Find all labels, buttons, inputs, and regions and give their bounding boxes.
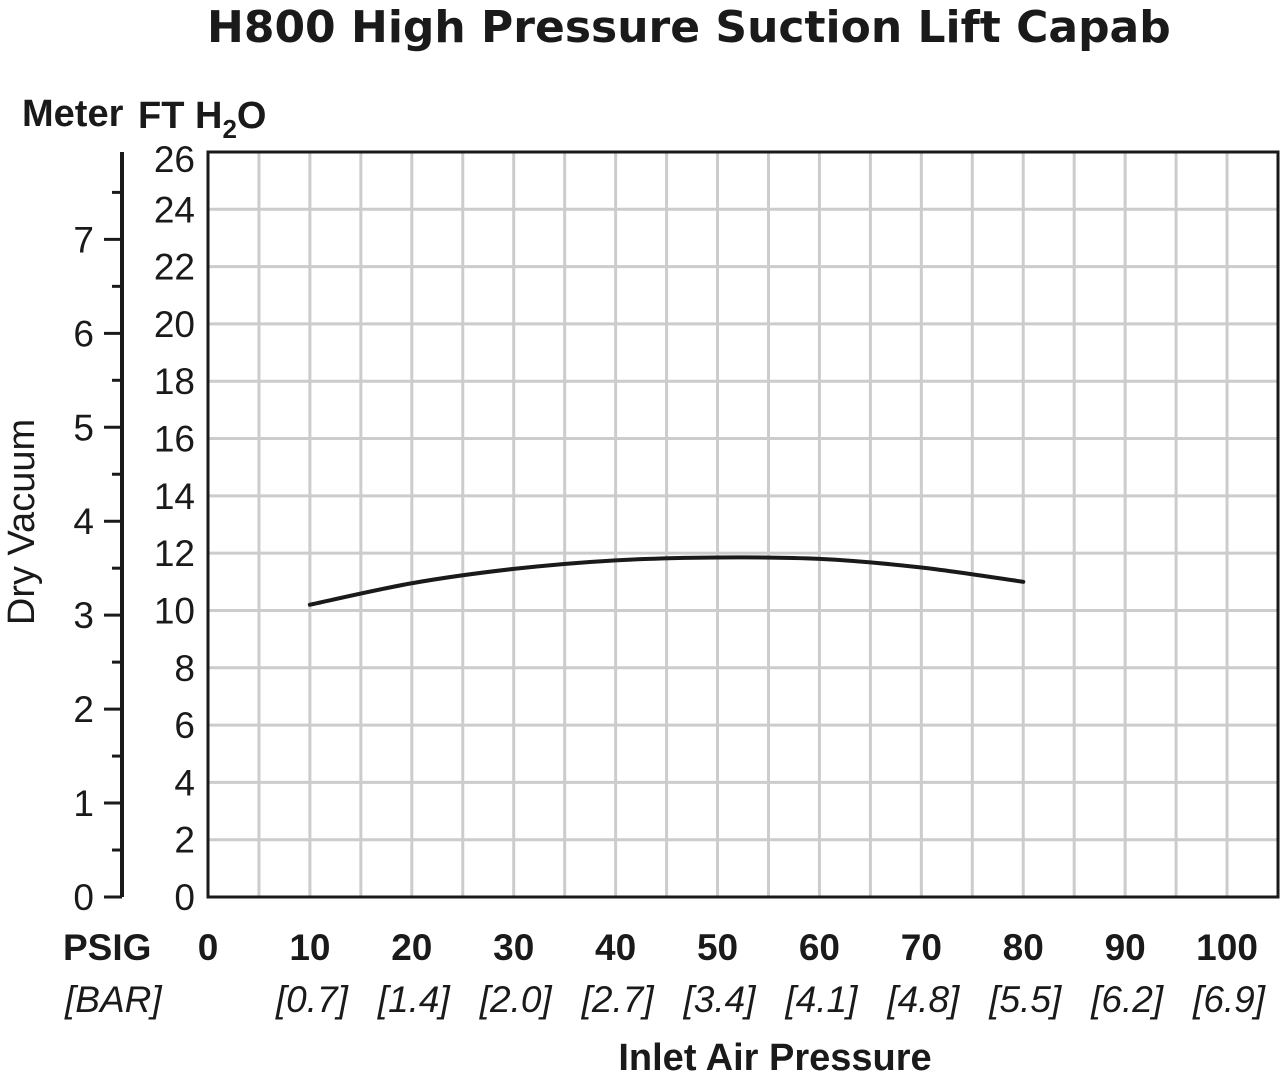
x-alt-tick-label: [5.5]: [988, 979, 1062, 1020]
y-tick-label: 16: [154, 419, 195, 460]
meter-tick-label: 1: [73, 783, 94, 824]
y-unit-labels: Meter FT H2O: [22, 93, 266, 144]
series: [307, 555, 1026, 607]
series-line: [307, 555, 1026, 607]
x-alt-tick-labels: [0.7] [1.4] [2.0] [2.7] [3.4] [4.1] [4.8] [5.5]…: [275, 979, 1266, 1020]
x-alt-tick-label: [4.8]: [886, 979, 960, 1020]
x-tick-label: 80: [1003, 927, 1044, 968]
plot-frame: [206, 150, 1280, 899]
y-tick-label: 22: [154, 247, 195, 288]
grid: [208, 152, 1278, 897]
x-alt-tick-label: [6.9]: [1192, 979, 1266, 1020]
x-tick-label: 70: [901, 927, 942, 968]
y-tick-label: 20: [154, 304, 195, 345]
meter-tick-label: 0: [73, 877, 94, 918]
x-unit-label: PSIG: [63, 927, 151, 968]
meter-tick-label: 4: [73, 501, 94, 542]
x-alt-tick-label: [0.7]: [275, 979, 349, 1020]
y-right-unit-label: FT H2O: [138, 95, 266, 144]
y-right-unit-subscript: 2: [222, 114, 236, 144]
x-tick-label: 50: [697, 927, 738, 968]
meter-tick-label: 7: [73, 219, 94, 260]
y-tick-label: 10: [154, 590, 195, 631]
x-tick-label: 100: [1196, 927, 1258, 968]
y-tick-label: 2: [174, 820, 195, 861]
x-alt-tick-label: [6.2]: [1090, 979, 1164, 1020]
y-tick-label: 18: [154, 361, 195, 402]
y-tick-label: 4: [174, 762, 195, 803]
x-alt-tick-label: [2.7]: [581, 979, 655, 1020]
meter-tick-label: 3: [73, 595, 94, 636]
chart-title: H800 High Pressure Suction Lift Capab: [207, 2, 1171, 53]
x-alt-tick-label: [3.4]: [683, 979, 757, 1020]
meter-axis: 0 1 2 3 4 5 6 7: [73, 152, 124, 918]
y-tick-label: 12: [154, 533, 195, 574]
y-tick-label: 8: [174, 648, 195, 689]
x-axis-title: Inlet Air Pressure: [618, 1037, 931, 1074]
y-tick-label: 24: [154, 189, 195, 230]
meter-tick-label: 2: [73, 689, 94, 730]
y-right-unit-suffix: O: [237, 95, 267, 137]
x-alt-tick-label: [1.4]: [377, 979, 451, 1020]
y-left-unit-label: Meter: [22, 93, 124, 135]
x-tick-label: 90: [1105, 927, 1146, 968]
x-alt-unit-label: [BAR]: [64, 979, 162, 1020]
x-tick-label: 0: [198, 927, 219, 968]
y-right-unit-text: FT H: [138, 95, 222, 137]
x-alt-tick-label: [4.1]: [784, 979, 858, 1020]
y-tick-label: 0: [174, 877, 195, 918]
meter-tick-label: 6: [73, 313, 94, 354]
meter-tick-label: 5: [73, 407, 94, 448]
y-axis-title: Dry Vacuum: [1, 419, 43, 625]
x-tick-labels: 0 10 20 30 40 50 60 70 80 90 100: [198, 927, 1258, 968]
x-alt-tick-label: [2.0]: [479, 979, 553, 1020]
x-tick-label: 40: [595, 927, 636, 968]
x-tick-label: 60: [799, 927, 840, 968]
x-tick-label: 30: [493, 927, 534, 968]
x-tick-label: 20: [391, 927, 432, 968]
y-tick-label: 26: [154, 139, 195, 180]
x-tick-label: 10: [289, 927, 330, 968]
y-tick-label: 14: [154, 476, 195, 517]
y-tick-label: 6: [174, 705, 195, 746]
